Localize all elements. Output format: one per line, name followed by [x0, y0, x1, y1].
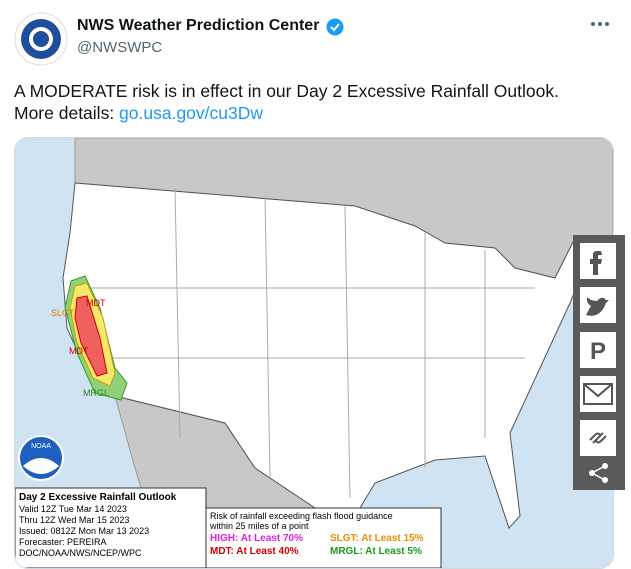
risk-label: SLGT [51, 308, 75, 318]
share-more[interactable] [589, 463, 608, 483]
share-pinterest[interactable]: P [580, 332, 616, 368]
info-box [15, 487, 207, 568]
legend-caption: within 25 miles of a point [209, 521, 309, 531]
tweet-page: NWS Weather Prediction Center @NWSWPC A … [14, 12, 625, 569]
more-menu[interactable] [590, 20, 610, 28]
share-twitter[interactable] [580, 287, 616, 323]
noaa-logo-wave [23, 458, 59, 474]
svg-text:P: P [590, 338, 606, 365]
legend-caption: Risk of rainfall exceeding flash flood g… [210, 511, 393, 521]
legend-entry: HIGH: At Least 70% [210, 533, 303, 544]
map-image[interactable]: MDT SLGT MDT MRGL NOAA Day 2 Excessive R… [14, 137, 614, 569]
mdt-area [74, 295, 108, 377]
legend-entry: SLGT: At Least 15% [330, 533, 424, 544]
info-title: Day 2 Excessive Rainfall Outlook [19, 492, 177, 503]
share-link[interactable] [580, 420, 616, 456]
tweet-text: A MODERATE risk is in effect in our Day … [14, 81, 559, 101]
logo-text: NOAA [31, 443, 51, 450]
page: {"tweet": { "author": "NWS Weather Predi… [14, 12, 625, 569]
handle[interactable]: @NWSWPC [77, 39, 163, 56]
avatar[interactable] [14, 12, 68, 66]
author-name[interactable]: NWS Weather Prediction Center [77, 17, 320, 34]
risk-label: MDT [86, 298, 106, 308]
text-prefix: More details: [14, 103, 120, 123]
tweet-text: More details: go.usa.gov/cu3Dw [14, 103, 263, 124]
info-line: DOC/NOAA/NWS/NCEP/WPC [19, 548, 142, 558]
risk-label: MRGL [83, 388, 109, 398]
share-facebook[interactable] [580, 243, 616, 279]
link[interactable]: go.usa.gov/cu3Dw [119, 103, 264, 123]
risk-label: MDT [69, 346, 89, 356]
info-line: Valid 12Z Tue Mar 14 2023 [19, 504, 127, 514]
share-email[interactable] [580, 376, 616, 412]
verified-badge [326, 18, 344, 36]
info-line: Forecaster: PEREIRA [19, 537, 107, 547]
legend-entry: MRGL: At Least 5% [330, 546, 422, 557]
legend-entry: MDT: At Least 40% [210, 546, 299, 557]
state-lines [75, 187, 535, 499]
info-line: Thru 12Z Wed Mar 15 2023 [19, 515, 129, 525]
map: MDT SLGT MDT MRGL NOAA Day 2 Excessive R… [15, 138, 613, 568]
info-line: Issued: 0812Z Mon Mar 13 2023 [19, 526, 149, 536]
share-bar: P [573, 235, 625, 490]
